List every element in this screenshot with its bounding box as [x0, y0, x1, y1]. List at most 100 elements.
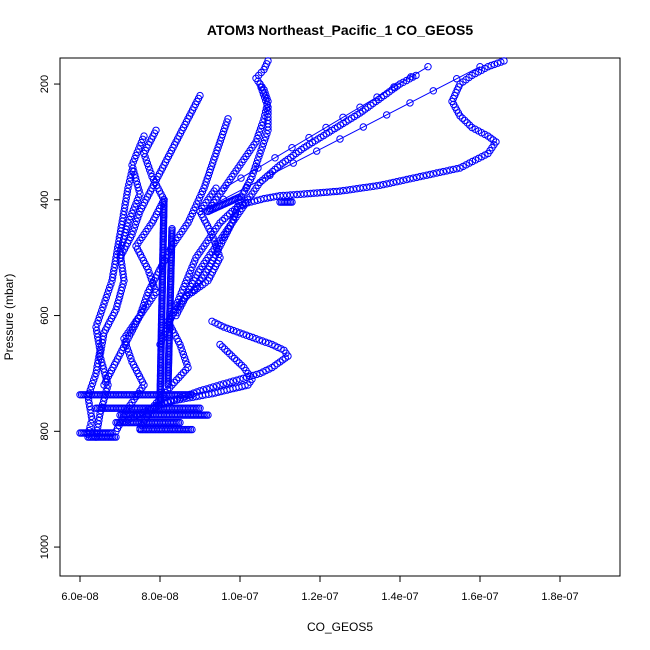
- data-point: [160, 196, 168, 204]
- data-point: [206, 384, 214, 392]
- y-tick-label: 800: [39, 422, 51, 440]
- data-point: [424, 62, 432, 71]
- data-point: [196, 207, 204, 216]
- data-point: [413, 173, 421, 182]
- x-tick-label: 1.0e-07: [221, 591, 258, 603]
- data-point: [203, 175, 212, 183]
- data-point: [188, 391, 196, 399]
- data-point: [339, 113, 347, 122]
- x-axis-label: CO_GEOS5: [307, 620, 373, 634]
- data-point: [240, 363, 248, 372]
- data-point: [246, 372, 254, 380]
- data-point: [102, 293, 111, 302]
- data-point: [112, 433, 120, 441]
- data-point: [180, 282, 188, 291]
- data-point: [226, 378, 234, 386]
- data-point: [127, 212, 135, 221]
- data-point: [237, 174, 245, 182]
- data-point: [497, 58, 505, 66]
- data-point: [122, 197, 130, 206]
- x-tick-label: 1.2e-07: [301, 591, 338, 603]
- data-point: [290, 191, 298, 199]
- data-point: [271, 154, 279, 162]
- data-point: [133, 180, 142, 189]
- data-point: [216, 340, 224, 349]
- data-point: [407, 73, 415, 81]
- x-axis: 6.0e-08 8.0e-08 1.0e-07 1.2e-07 1.4e-07 1.6e-…: [61, 576, 579, 603]
- data-point: [383, 180, 391, 188]
- data-point: [175, 373, 183, 382]
- y-tick-label: 600: [39, 306, 51, 324]
- data-point: [101, 297, 109, 305]
- data-point: [429, 87, 437, 95]
- data-point: [252, 335, 260, 343]
- data-point: [461, 116, 469, 125]
- data-point: [135, 145, 143, 153]
- data-point: [180, 354, 189, 362]
- data-point: [216, 137, 225, 145]
- data-point: [104, 287, 113, 295]
- data-point: [132, 151, 140, 160]
- data-point: [221, 345, 229, 353]
- data-point: [266, 171, 274, 179]
- data-point: [130, 224, 139, 232]
- data-point: [219, 380, 228, 388]
- data-point: [139, 301, 148, 310]
- data-point: [429, 170, 437, 178]
- data-point: [137, 138, 146, 147]
- data-point: [446, 166, 454, 174]
- data-point: [223, 324, 231, 332]
- data-point: [443, 167, 451, 175]
- data-point: [373, 93, 381, 101]
- data-point: [305, 133, 313, 142]
- data-point: [248, 172, 256, 181]
- data-point: [236, 375, 244, 383]
- data-point: [379, 180, 387, 189]
- data-point: [265, 339, 273, 347]
- data-point: [493, 59, 502, 67]
- data-point: [216, 219, 224, 227]
- data-point: [136, 142, 144, 150]
- data-point: [204, 171, 213, 180]
- data-point: [93, 320, 101, 328]
- data-point: [223, 347, 231, 356]
- data-point: [256, 125, 265, 133]
- data-point: [211, 153, 219, 161]
- data-point: [218, 216, 227, 225]
- data-point: [112, 306, 120, 314]
- data-point: [132, 217, 141, 226]
- x-tick-label: 6.0e-08: [61, 591, 98, 603]
- data-point: [212, 149, 220, 158]
- data-point: [273, 163, 282, 171]
- data-point: [264, 57, 272, 65]
- data-point: [229, 326, 238, 335]
- data-point: [221, 124, 229, 132]
- data-point: [125, 181, 133, 189]
- data-point: [183, 360, 191, 368]
- data-point: [136, 311, 144, 320]
- data-point: [249, 333, 257, 342]
- data-point: [170, 396, 179, 404]
- data-point: [172, 376, 181, 384]
- data-point: [484, 62, 492, 71]
- x-tick-label: 8.0e-08: [141, 591, 178, 603]
- chart-title: ATOM3 Northeast_Pacific_1 CO_GEOS5: [207, 22, 474, 38]
- data-point: [262, 133, 270, 141]
- data-point: [126, 351, 134, 359]
- data-point: [168, 225, 176, 233]
- data-point: [463, 119, 471, 127]
- data-point: [236, 193, 244, 201]
- data-point: [209, 383, 218, 391]
- data-point: [386, 179, 394, 187]
- data-point: [143, 159, 152, 168]
- data-point: [356, 103, 364, 111]
- data-point: [135, 211, 143, 219]
- data-point: [259, 118, 267, 126]
- data-point: [288, 144, 296, 152]
- data-point: [230, 212, 239, 221]
- data-point: [399, 176, 407, 185]
- data-point: [224, 115, 232, 123]
- data-point: [152, 126, 160, 135]
- data-point: [322, 123, 330, 132]
